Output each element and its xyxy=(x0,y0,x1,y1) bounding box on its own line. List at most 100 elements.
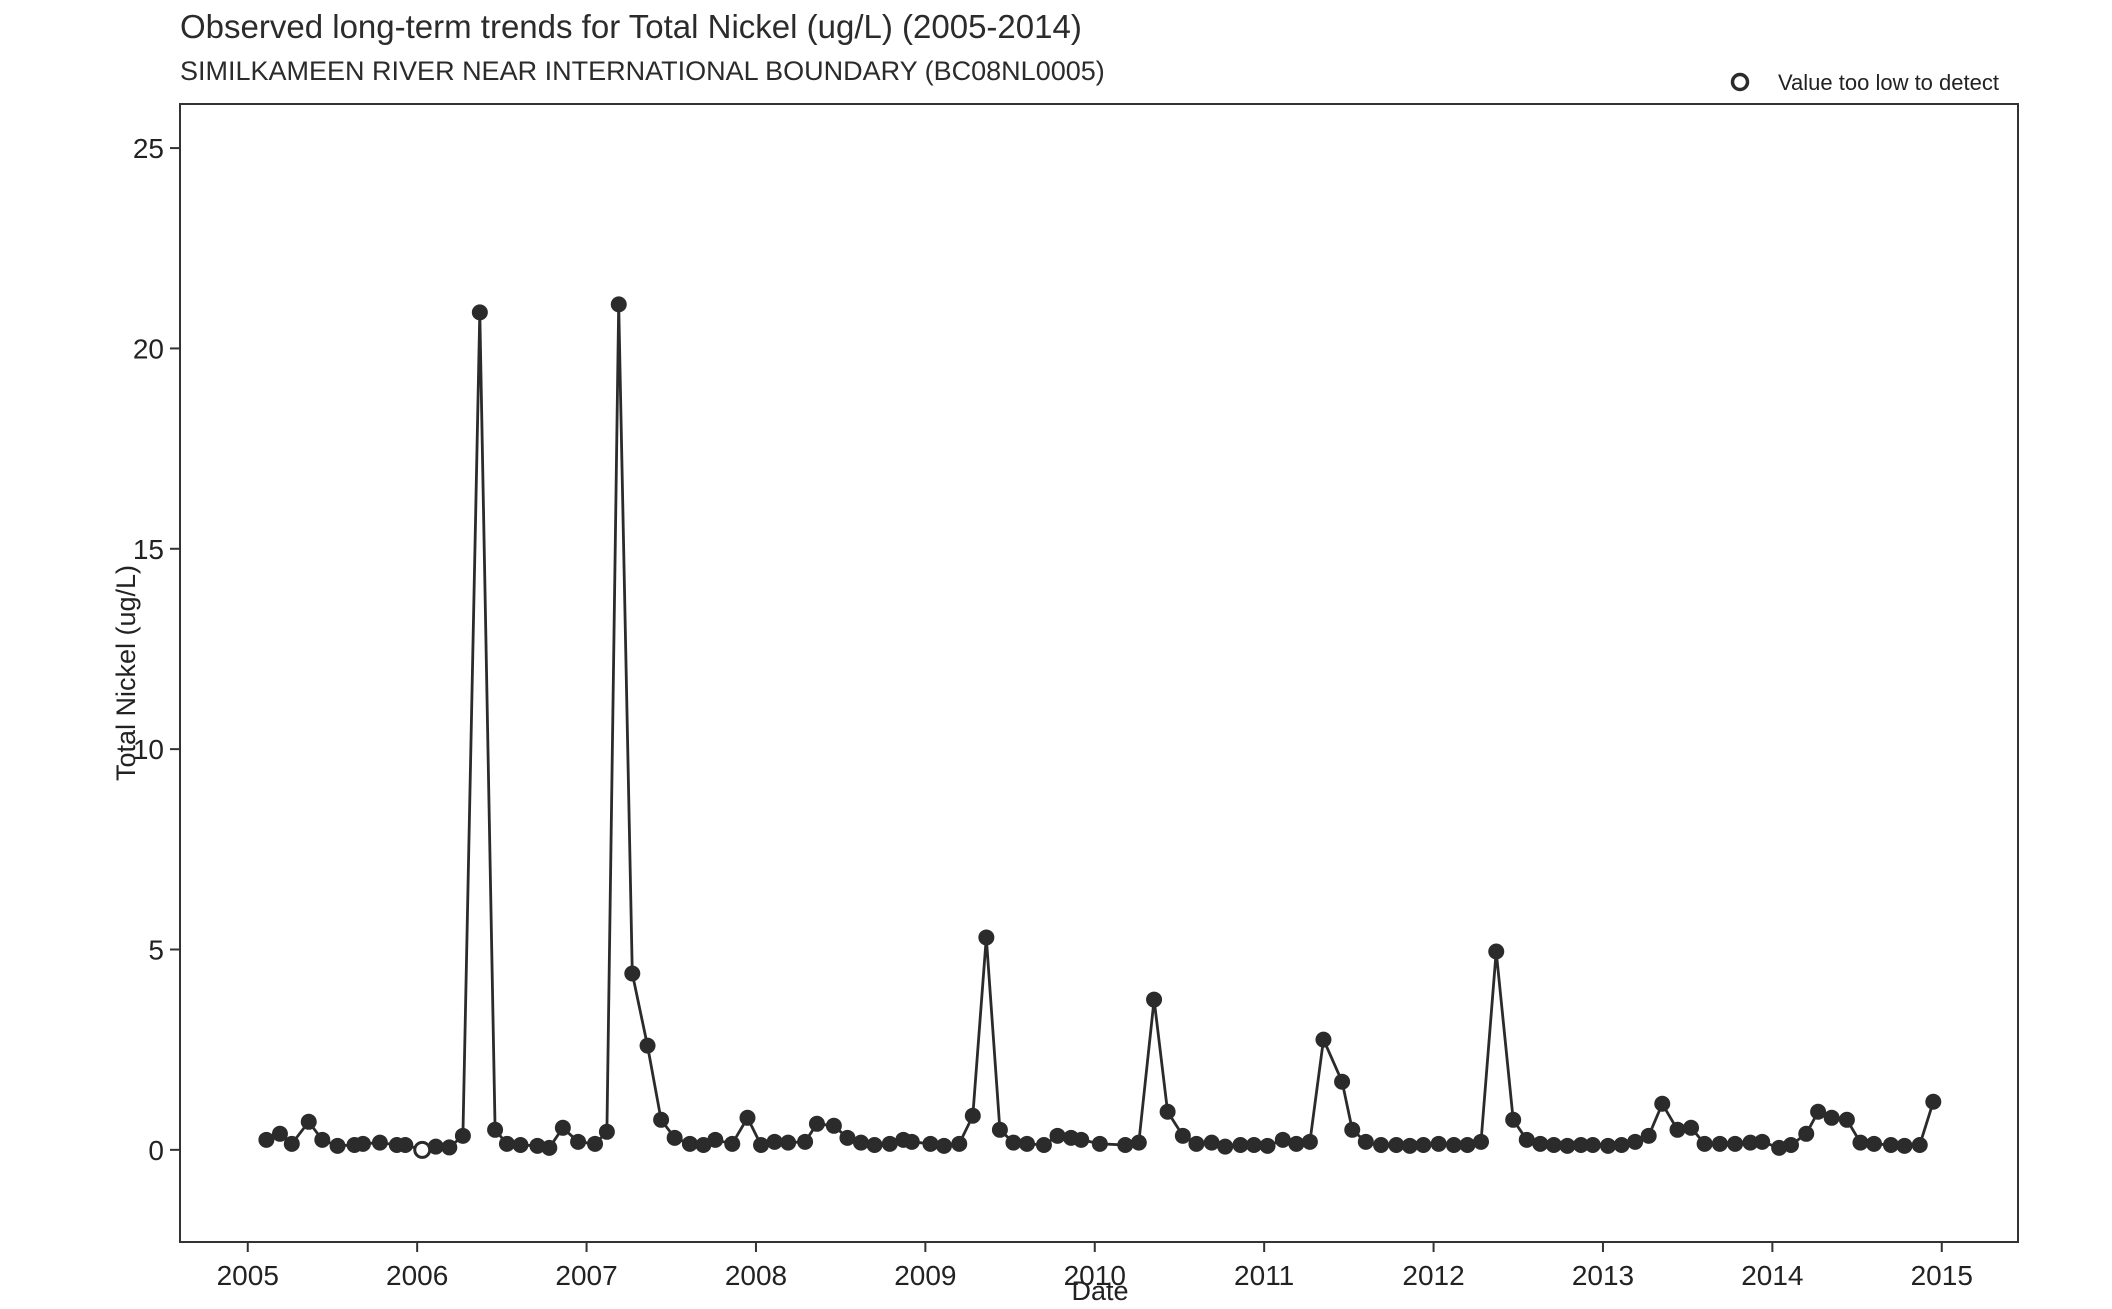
data-point xyxy=(258,1131,275,1148)
data-point xyxy=(866,1137,883,1154)
data-point xyxy=(1532,1135,1549,1152)
y-tick-label: 10 xyxy=(133,734,164,765)
data-point xyxy=(1572,1137,1589,1154)
legend-label: Value too low to detect xyxy=(1778,70,1999,95)
data-point xyxy=(624,965,641,982)
data-point xyxy=(1344,1121,1361,1138)
data-point xyxy=(1005,1134,1022,1151)
data-point xyxy=(978,929,995,946)
data-point xyxy=(780,1134,797,1151)
x-axis-title: Date xyxy=(1071,1276,1128,1306)
data-point xyxy=(314,1131,331,1148)
data-point xyxy=(1159,1103,1176,1120)
data-point xyxy=(498,1135,515,1152)
data-point xyxy=(1810,1103,1827,1120)
data-point xyxy=(541,1139,558,1156)
data-point xyxy=(1146,991,1163,1008)
data-point xyxy=(666,1129,683,1146)
data-point xyxy=(1823,1109,1840,1126)
y-tick-label: 0 xyxy=(148,1135,164,1166)
plot-panel-border xyxy=(179,103,2019,1243)
data-point xyxy=(935,1137,952,1154)
data-point xyxy=(1545,1137,1562,1154)
data-point xyxy=(1518,1131,1535,1148)
x-tick-label: 2013 xyxy=(1572,1260,1634,1291)
data-point xyxy=(797,1133,814,1150)
data-point xyxy=(570,1133,587,1150)
chart-title: Observed long-term trends for Total Nick… xyxy=(180,8,1082,45)
data-point xyxy=(1613,1137,1630,1154)
data-point xyxy=(852,1134,869,1151)
y-axis: 0 5 10 15 20 25 xyxy=(133,133,180,1166)
data-point xyxy=(471,304,488,321)
y-tick-label: 15 xyxy=(133,534,164,565)
data-point xyxy=(454,1127,471,1144)
data-point xyxy=(1415,1137,1432,1154)
y-tick-label: 20 xyxy=(133,333,164,364)
x-axis: 2005 2006 2007 2008 2009 2010 2011 2012 2013 2014… xyxy=(217,1242,1973,1291)
data-point xyxy=(1783,1137,1800,1154)
data-point xyxy=(1315,1031,1332,1048)
data-point xyxy=(300,1113,317,1130)
data-point xyxy=(881,1135,898,1152)
data-point xyxy=(1683,1119,1700,1136)
y-tick-label: 5 xyxy=(148,934,164,965)
x-tick-label: 2007 xyxy=(555,1260,617,1291)
data-point xyxy=(1852,1134,1869,1151)
data-point xyxy=(1117,1137,1134,1154)
data-point xyxy=(1373,1137,1390,1154)
data-point xyxy=(1246,1137,1263,1154)
data-point xyxy=(1091,1135,1108,1152)
data-point xyxy=(427,1138,444,1155)
data-point xyxy=(1188,1135,1205,1152)
x-tick-label: 2009 xyxy=(894,1260,956,1291)
data-point xyxy=(610,296,627,313)
chart-subtitle: SIMILKAMEEN RIVER NEAR INTERNATIONAL BOU… xyxy=(180,56,1105,86)
data-point xyxy=(1727,1135,1744,1152)
data-point xyxy=(1600,1137,1617,1154)
data-point xyxy=(1669,1121,1686,1138)
data-point xyxy=(1696,1135,1713,1152)
data-point xyxy=(1217,1138,1234,1155)
data-point xyxy=(1401,1137,1418,1154)
data-point xyxy=(1203,1134,1220,1151)
legend-open-circle-icon xyxy=(1730,72,1750,92)
data-point xyxy=(587,1135,604,1152)
x-tick-label: 2006 xyxy=(386,1260,448,1291)
data-point xyxy=(991,1121,1008,1138)
data-point xyxy=(1584,1137,1601,1154)
data-point xyxy=(753,1137,770,1154)
data-point xyxy=(1388,1137,1405,1154)
data-point xyxy=(1035,1137,1052,1154)
data-point xyxy=(1882,1137,1899,1154)
data-point xyxy=(1798,1125,1815,1142)
data-point xyxy=(922,1135,939,1152)
data-point xyxy=(1232,1137,1249,1154)
x-tick-label: 2010 xyxy=(1064,1260,1126,1291)
data-point xyxy=(1174,1127,1191,1144)
data-point xyxy=(681,1135,698,1152)
data-point xyxy=(329,1137,346,1154)
data-point xyxy=(964,1107,981,1124)
x-tick-label: 2011 xyxy=(1234,1260,1294,1291)
data-point xyxy=(707,1131,724,1148)
data-point xyxy=(1488,943,1505,960)
data-point xyxy=(283,1135,300,1152)
data-point xyxy=(1640,1127,1657,1144)
data-point xyxy=(371,1134,388,1151)
data-point xyxy=(1459,1137,1476,1154)
x-tick-label: 2015 xyxy=(1911,1260,1973,1291)
series-layer xyxy=(258,296,1942,1159)
data-point xyxy=(1073,1131,1090,1148)
data-point xyxy=(903,1133,920,1150)
data-point xyxy=(397,1137,414,1154)
series-line xyxy=(265,302,1935,1152)
data-point xyxy=(1472,1133,1489,1150)
legend: Value too low to detect xyxy=(1730,70,1999,95)
data-point xyxy=(1274,1131,1291,1148)
data-point xyxy=(1019,1135,1036,1152)
data-point xyxy=(554,1119,571,1136)
data-point xyxy=(1559,1137,1576,1154)
data-point xyxy=(1925,1093,1942,1110)
